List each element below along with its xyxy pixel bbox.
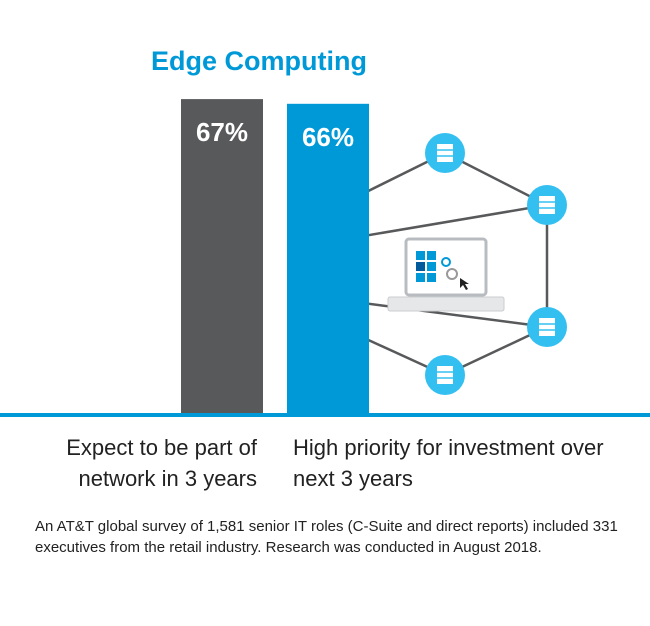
category-label: High priority for investment over next 3… — [293, 435, 604, 491]
bars: 67% 66% — [181, 99, 369, 415]
bar — [181, 99, 263, 414]
chart-title: Edge Computing — [151, 46, 367, 76]
value-label: 66% — [302, 122, 354, 152]
server-nodes — [425, 133, 567, 395]
category-label: Expect to be part of network in 3 years — [66, 435, 257, 491]
bar — [287, 103, 369, 415]
value-label: 67% — [196, 117, 248, 147]
footnote: An AT&T global survey of 1,581 senior IT… — [35, 518, 618, 556]
laptop-icon — [387, 237, 505, 312]
baseline — [0, 413, 650, 417]
